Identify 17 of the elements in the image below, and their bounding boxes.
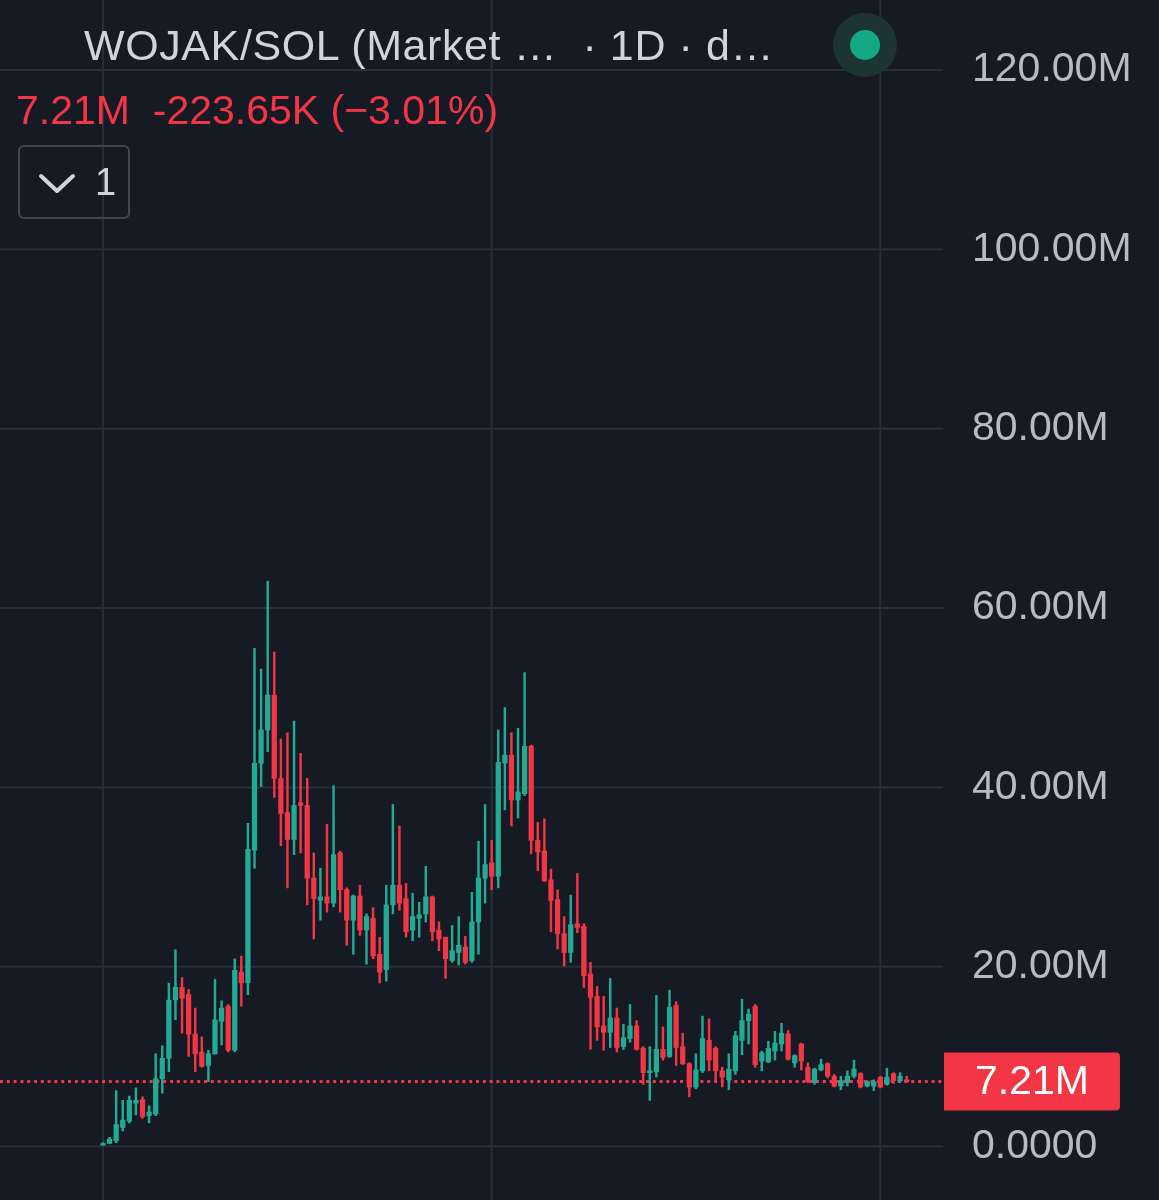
y-tick-label: 120.00M — [972, 44, 1132, 91]
y-tick-label: 80.00M — [972, 403, 1109, 450]
text: 7.21M -223.65K (−3.01%) — [16, 87, 499, 133]
candlestick — [172, 949, 179, 1021]
y-tick-label: 40.00M — [972, 761, 1109, 808]
candlestick — [265, 580, 271, 752]
y-tick-label: 20.00M — [972, 941, 1109, 988]
y-tick-label: 0.0000 — [972, 1120, 1098, 1167]
text: WOJAK/SOL (Market … · 1D · d… — [84, 21, 775, 69]
y-tick-label: 100.00M — [972, 223, 1132, 270]
y-tick-label: 60.00M — [972, 582, 1109, 629]
candlestick — [298, 753, 304, 854]
ref-line-label: 7.21M — [975, 1056, 1089, 1103]
candlestick — [284, 732, 291, 889]
candlestick — [238, 955, 244, 1007]
candlestick — [317, 867, 324, 921]
annotation: 1 — [95, 161, 117, 203]
